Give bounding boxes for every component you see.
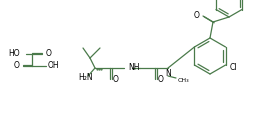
Text: O: O xyxy=(194,10,200,19)
Text: H₂N: H₂N xyxy=(79,73,93,83)
Text: N: N xyxy=(165,69,171,78)
Text: O: O xyxy=(14,61,20,70)
Text: O: O xyxy=(113,75,119,84)
Text: OH: OH xyxy=(48,61,60,70)
Text: HO: HO xyxy=(8,50,20,58)
Text: O: O xyxy=(46,50,52,58)
Text: CH₃: CH₃ xyxy=(178,78,190,84)
Text: NH: NH xyxy=(128,64,139,72)
Text: Cl: Cl xyxy=(230,63,237,72)
Text: O: O xyxy=(158,75,164,84)
